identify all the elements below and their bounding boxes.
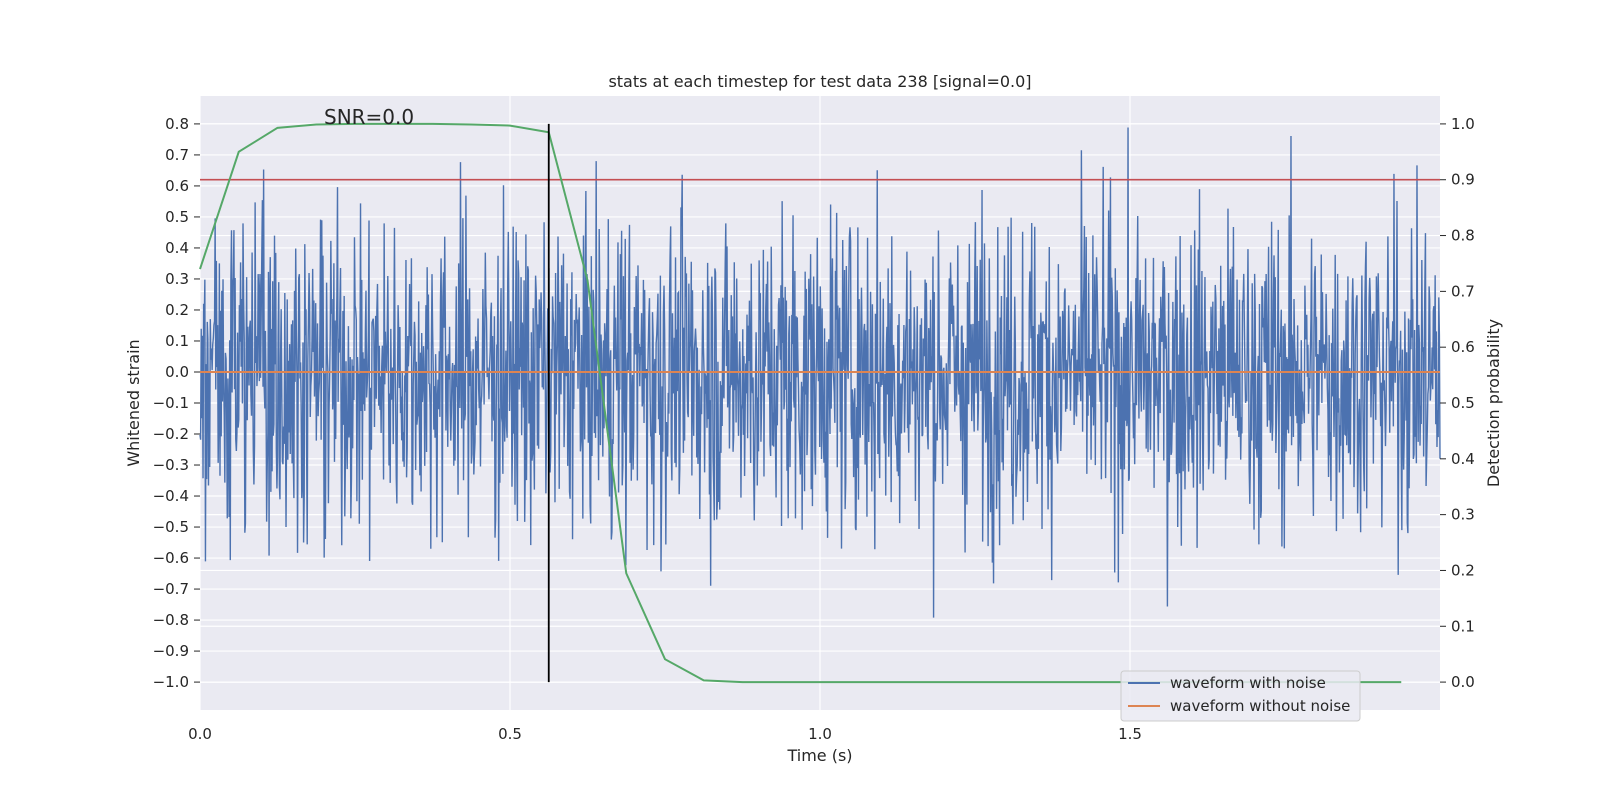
y-right-tick-label-8: 0.2 xyxy=(1451,561,1475,579)
y-right-tick-label-5: 0.5 xyxy=(1451,394,1475,412)
y-right-tick-label-1: 0.9 xyxy=(1451,171,1475,189)
y-left-axis-ticks: 0.8 0.7 0.6 0.5 0.4 0.3 0.2 0.1 0.0 −0.1 −0.2 −0.3 −… xyxy=(153,115,200,691)
chart-title: stats at each timestep for test data 238… xyxy=(608,72,1031,91)
legend-label-noise: waveform with noise xyxy=(1170,674,1326,692)
y-left-tick-label-5: 0.3 xyxy=(165,270,189,288)
y-left-tick-label-6: 0.2 xyxy=(165,301,189,319)
snr-annotation: SNR=0.0 xyxy=(324,105,414,129)
y-left-tick-label-7: 0.1 xyxy=(165,332,189,350)
noise-waveform-line xyxy=(199,127,1441,618)
y-left-tick-label-3: 0.5 xyxy=(165,208,189,226)
y-left-tick-label-12: −0.4 xyxy=(153,487,189,505)
y-right-tick-label-3: 0.7 xyxy=(1451,282,1475,300)
y-left-tick-label-17: −0.9 xyxy=(153,642,189,660)
y-right-tick-label-6: 0.4 xyxy=(1451,450,1475,468)
legend: waveform with noise waveform without noi… xyxy=(1120,670,1361,722)
y-left-tick-label-16: −0.8 xyxy=(153,611,189,629)
y-right-tick-label-9: 0.1 xyxy=(1451,617,1475,635)
y-right-tick-label-10: 0.0 xyxy=(1451,673,1475,691)
legend-box xyxy=(1120,670,1361,722)
y-right-axis-ticks: 1.0 0.9 0.8 0.7 0.6 0.5 0.4 0.3 0.2 0.1 0.0 xyxy=(1440,115,1475,691)
y-left-tick-label-13: −0.5 xyxy=(153,518,189,536)
y-right-tick-label-7: 0.3 xyxy=(1451,506,1475,524)
x-axis-label: Time (s) xyxy=(786,746,852,765)
x-tick-label-1: 0.5 xyxy=(498,725,522,743)
y-left-tick-label-14: −0.6 xyxy=(153,549,189,567)
y-left-tick-label-8: 0.0 xyxy=(165,363,189,381)
y-left-tick-label-4: 0.4 xyxy=(165,239,189,257)
x-tick-label-2: 1.0 xyxy=(808,725,832,743)
y-left-tick-label-0: 0.8 xyxy=(165,115,189,133)
y-right-tick-label-2: 0.8 xyxy=(1451,227,1475,245)
y-left-axis-label: Whitened strain xyxy=(124,339,143,466)
y-left-tick-label-18: −1.0 xyxy=(153,673,189,691)
x-tick-label-0: 0.0 xyxy=(188,725,212,743)
y-left-tick-label-11: −0.3 xyxy=(153,456,189,474)
y-left-tick-label-9: −0.1 xyxy=(153,394,189,412)
y-left-tick-label-15: −0.7 xyxy=(153,580,189,598)
legend-label-clean: waveform without noise xyxy=(1170,697,1350,715)
y-left-tick-label-2: 0.6 xyxy=(165,177,189,195)
y-left-tick-label-1: 0.7 xyxy=(165,146,189,164)
x-tick-label-3: 1.5 xyxy=(1118,725,1142,743)
y-right-axis-label: Detection probability xyxy=(1484,319,1503,487)
y-right-tick-label-4: 0.6 xyxy=(1451,338,1475,356)
y-left-tick-label-10: −0.2 xyxy=(153,425,189,443)
y-right-tick-label-0: 1.0 xyxy=(1451,115,1475,133)
x-axis-ticks: 0.0 0.5 1.0 1.5 xyxy=(188,725,1142,743)
